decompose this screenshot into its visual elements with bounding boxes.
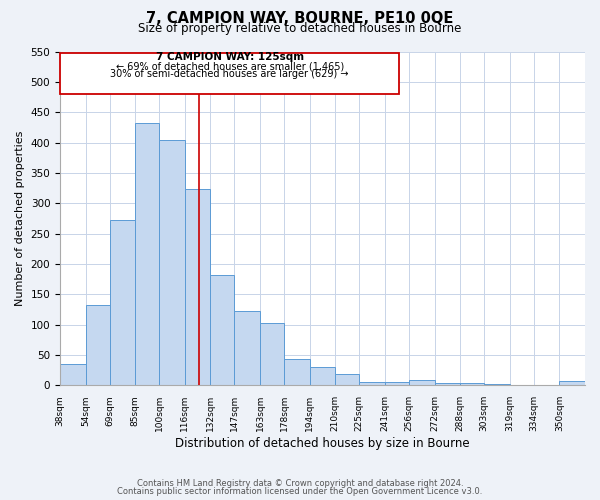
- Bar: [510, 384, 534, 386]
- Bar: [235, 310, 260, 386]
- Text: ← 69% of detached houses are smaller (1,465): ← 69% of detached houses are smaller (1,…: [116, 61, 344, 71]
- Bar: [60, 364, 86, 386]
- Bar: [159, 140, 185, 386]
- Bar: [284, 358, 310, 386]
- Bar: [484, 384, 510, 386]
- Bar: [385, 382, 409, 386]
- Bar: [409, 380, 434, 386]
- FancyBboxPatch shape: [60, 52, 400, 94]
- Bar: [434, 383, 460, 386]
- Bar: [335, 374, 359, 386]
- Bar: [211, 275, 235, 386]
- Text: Contains public sector information licensed under the Open Government Licence v3: Contains public sector information licen…: [118, 487, 482, 496]
- Bar: [359, 382, 385, 386]
- Bar: [110, 220, 135, 386]
- Bar: [534, 384, 559, 386]
- Text: Contains HM Land Registry data © Crown copyright and database right 2024.: Contains HM Land Registry data © Crown c…: [137, 478, 463, 488]
- Bar: [260, 323, 284, 386]
- Bar: [86, 304, 110, 386]
- Bar: [310, 367, 335, 386]
- Bar: [460, 383, 484, 386]
- Bar: [185, 190, 211, 386]
- X-axis label: Distribution of detached houses by size in Bourne: Distribution of detached houses by size …: [175, 437, 470, 450]
- Text: 7, CAMPION WAY, BOURNE, PE10 0QE: 7, CAMPION WAY, BOURNE, PE10 0QE: [146, 11, 454, 26]
- Bar: [135, 123, 159, 386]
- Text: Size of property relative to detached houses in Bourne: Size of property relative to detached ho…: [139, 22, 461, 35]
- Bar: [559, 381, 585, 386]
- Y-axis label: Number of detached properties: Number of detached properties: [15, 130, 25, 306]
- Text: 7 CAMPION WAY: 125sqm: 7 CAMPION WAY: 125sqm: [155, 52, 304, 62]
- Text: 30% of semi-detached houses are larger (629) →: 30% of semi-detached houses are larger (…: [110, 69, 349, 79]
